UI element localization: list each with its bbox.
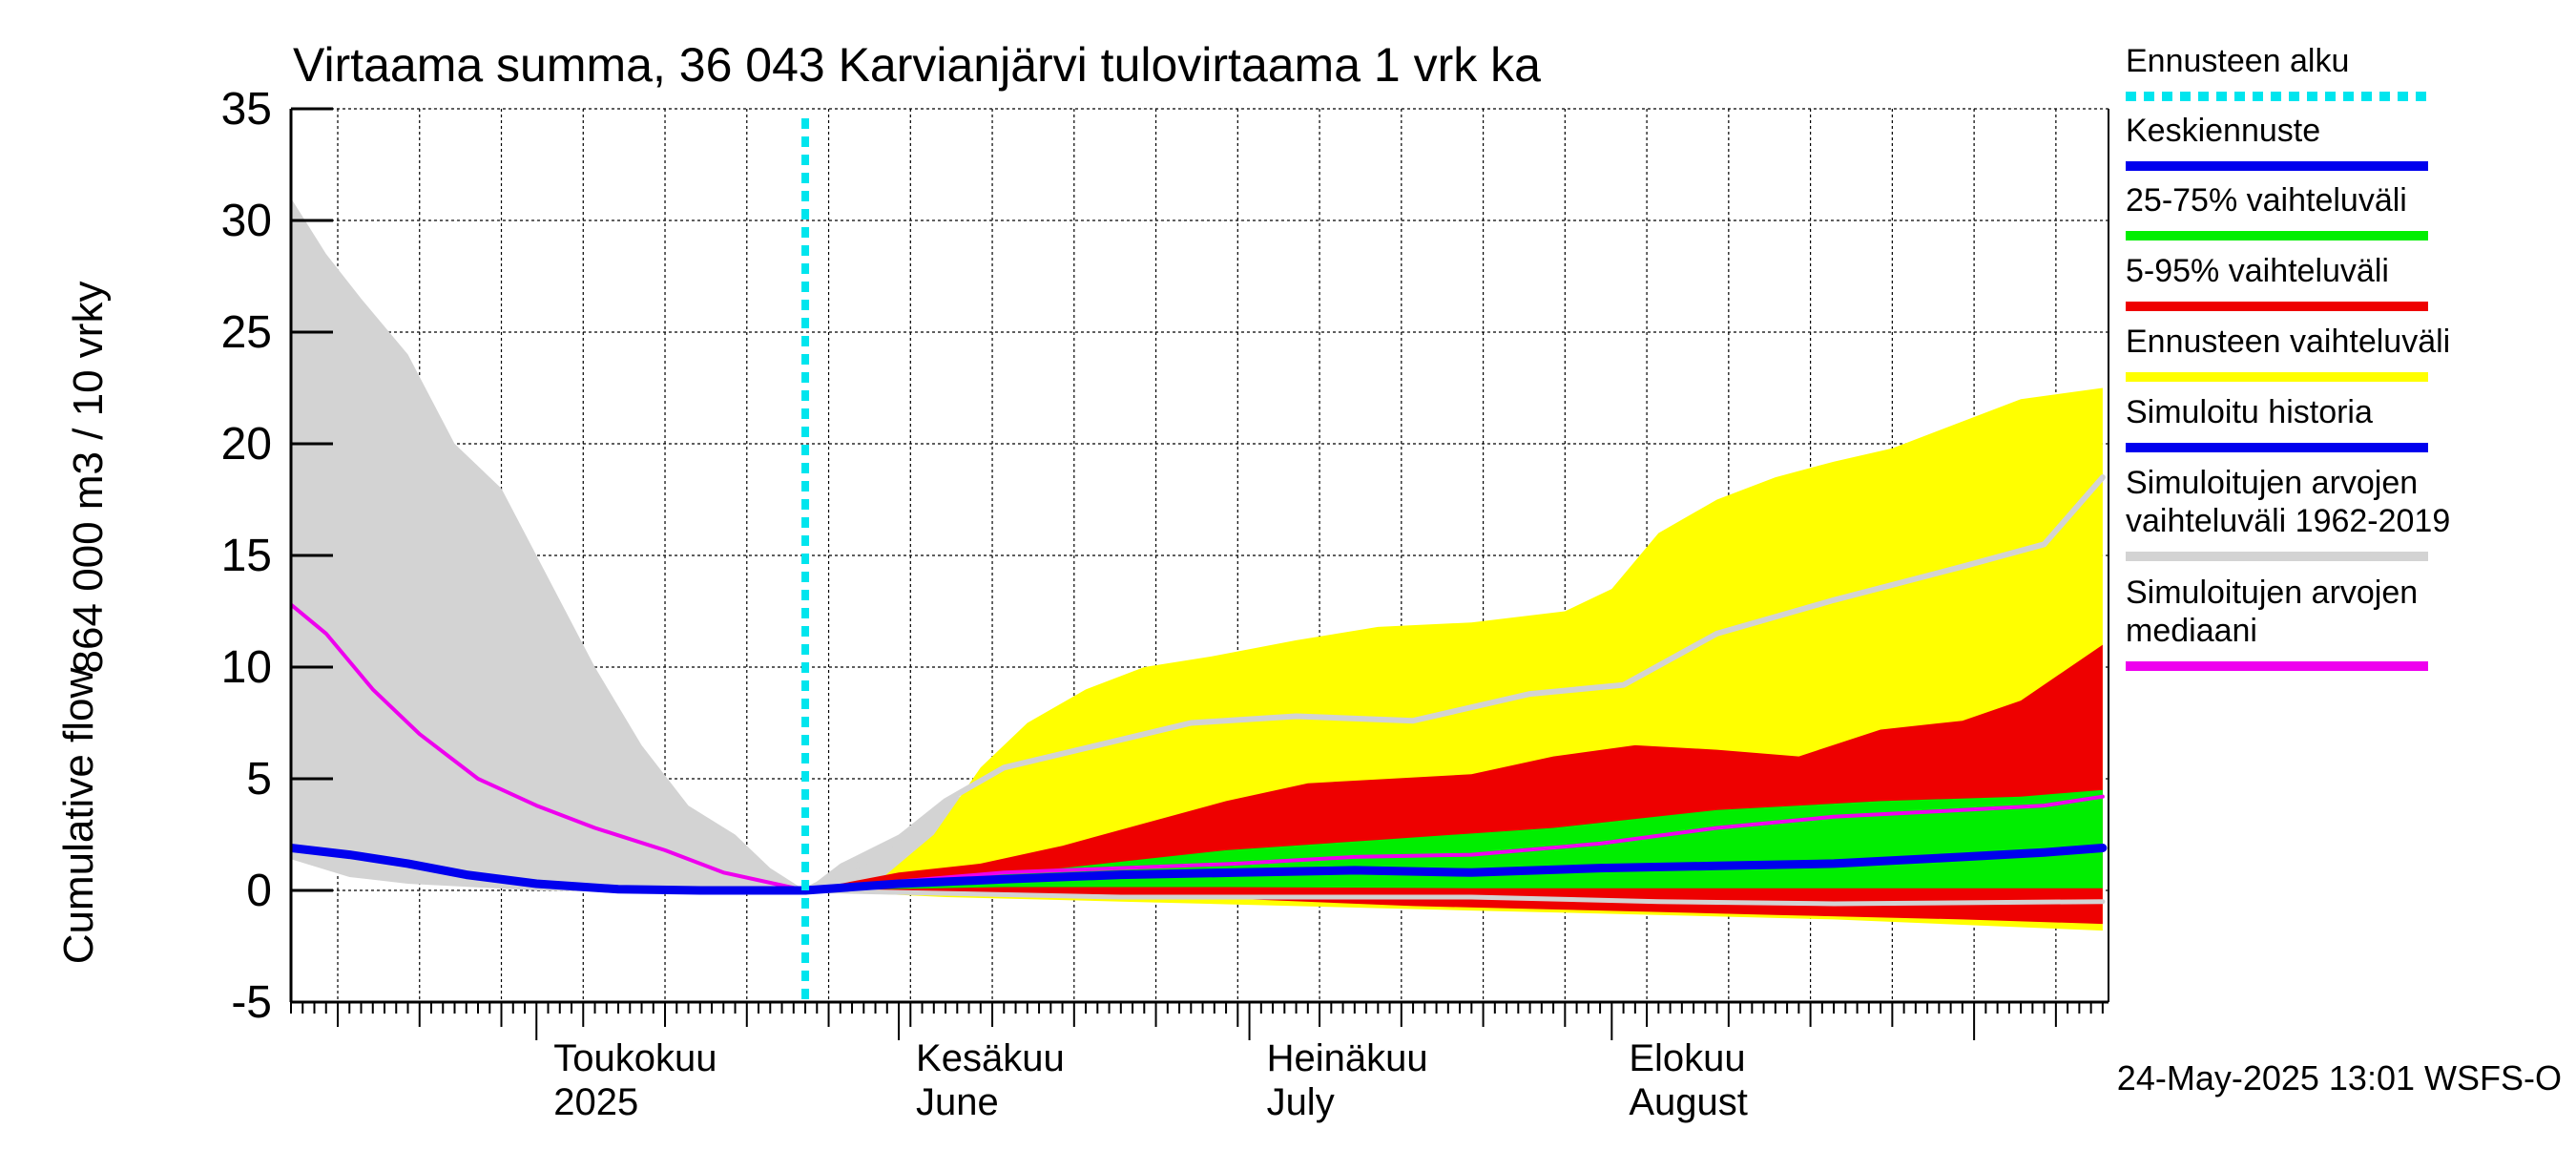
legend-label: vaihteluväli 1962-2019 <box>2126 503 2450 539</box>
y-tick-label: 15 <box>221 531 272 581</box>
y-tick-label: 0 <box>246 866 272 916</box>
series <box>291 198 2108 931</box>
historical-median-grey-line <box>802 474 2106 893</box>
y-tick-label: 30 <box>221 196 272 246</box>
x-month-label: Toukokuu <box>553 1037 717 1079</box>
x-month-sublabel: July <box>1267 1081 1335 1123</box>
y-tick-label: 20 <box>221 419 272 470</box>
x-month-sublabel: June <box>916 1081 999 1123</box>
y-tick-label: 35 <box>221 84 272 135</box>
legend-label: 25-75% vaihteluväli <box>2126 182 2407 219</box>
historical-lower-grey-line <box>802 888 2106 907</box>
axes: -505101520253035Toukokuu2025KesäkuuJuneH… <box>221 84 2109 1123</box>
x-month-label: Kesäkuu <box>916 1037 1065 1079</box>
legend-label: Simuloitu historia <box>2126 394 2373 430</box>
chart-title: Virtaama summa, 36 043 Karvianjärvi tulo… <box>293 38 1541 92</box>
historical-range-band <box>291 198 981 898</box>
simulated-median-line <box>291 602 2105 892</box>
x-month-sublabel: August <box>1629 1081 1748 1123</box>
y-axis-label-top: 864 000 m3 / 10 vrky <box>65 282 112 674</box>
legend-label: Simuloitujen arvojen <box>2126 465 2418 501</box>
legend-label: 5-95% vaihteluväli <box>2126 253 2389 289</box>
legend-label: Keskiennuste <box>2126 113 2320 149</box>
simulated-history-line <box>291 844 810 895</box>
timestamp: 24-May-2025 13:01 WSFS-O <box>2117 1058 2562 1098</box>
x-month-label: Heinäkuu <box>1267 1037 1428 1079</box>
y-tick-label: -5 <box>231 977 272 1028</box>
legend-label: Ennusteen alku <box>2126 43 2349 79</box>
y-tick-label: 10 <box>221 642 272 693</box>
x-month-sublabel: 2025 <box>553 1081 638 1123</box>
legend: Ennusteen alku Keskiennuste 25-75% vaihtel… <box>2126 43 2450 671</box>
mean-forecast-line <box>800 844 2108 895</box>
legend-label: mediaani <box>2126 613 2257 649</box>
x-month-label: Elokuu <box>1629 1037 1745 1079</box>
y-tick-label: 25 <box>221 307 272 358</box>
legend-label: Simuloitujen arvojen <box>2126 575 2418 611</box>
legend-label: Ennusteen vaihteluväli <box>2126 324 2450 360</box>
y-tick-label: 5 <box>246 754 272 805</box>
y-axis-label-bottom: Cumulative flow <box>55 668 102 965</box>
